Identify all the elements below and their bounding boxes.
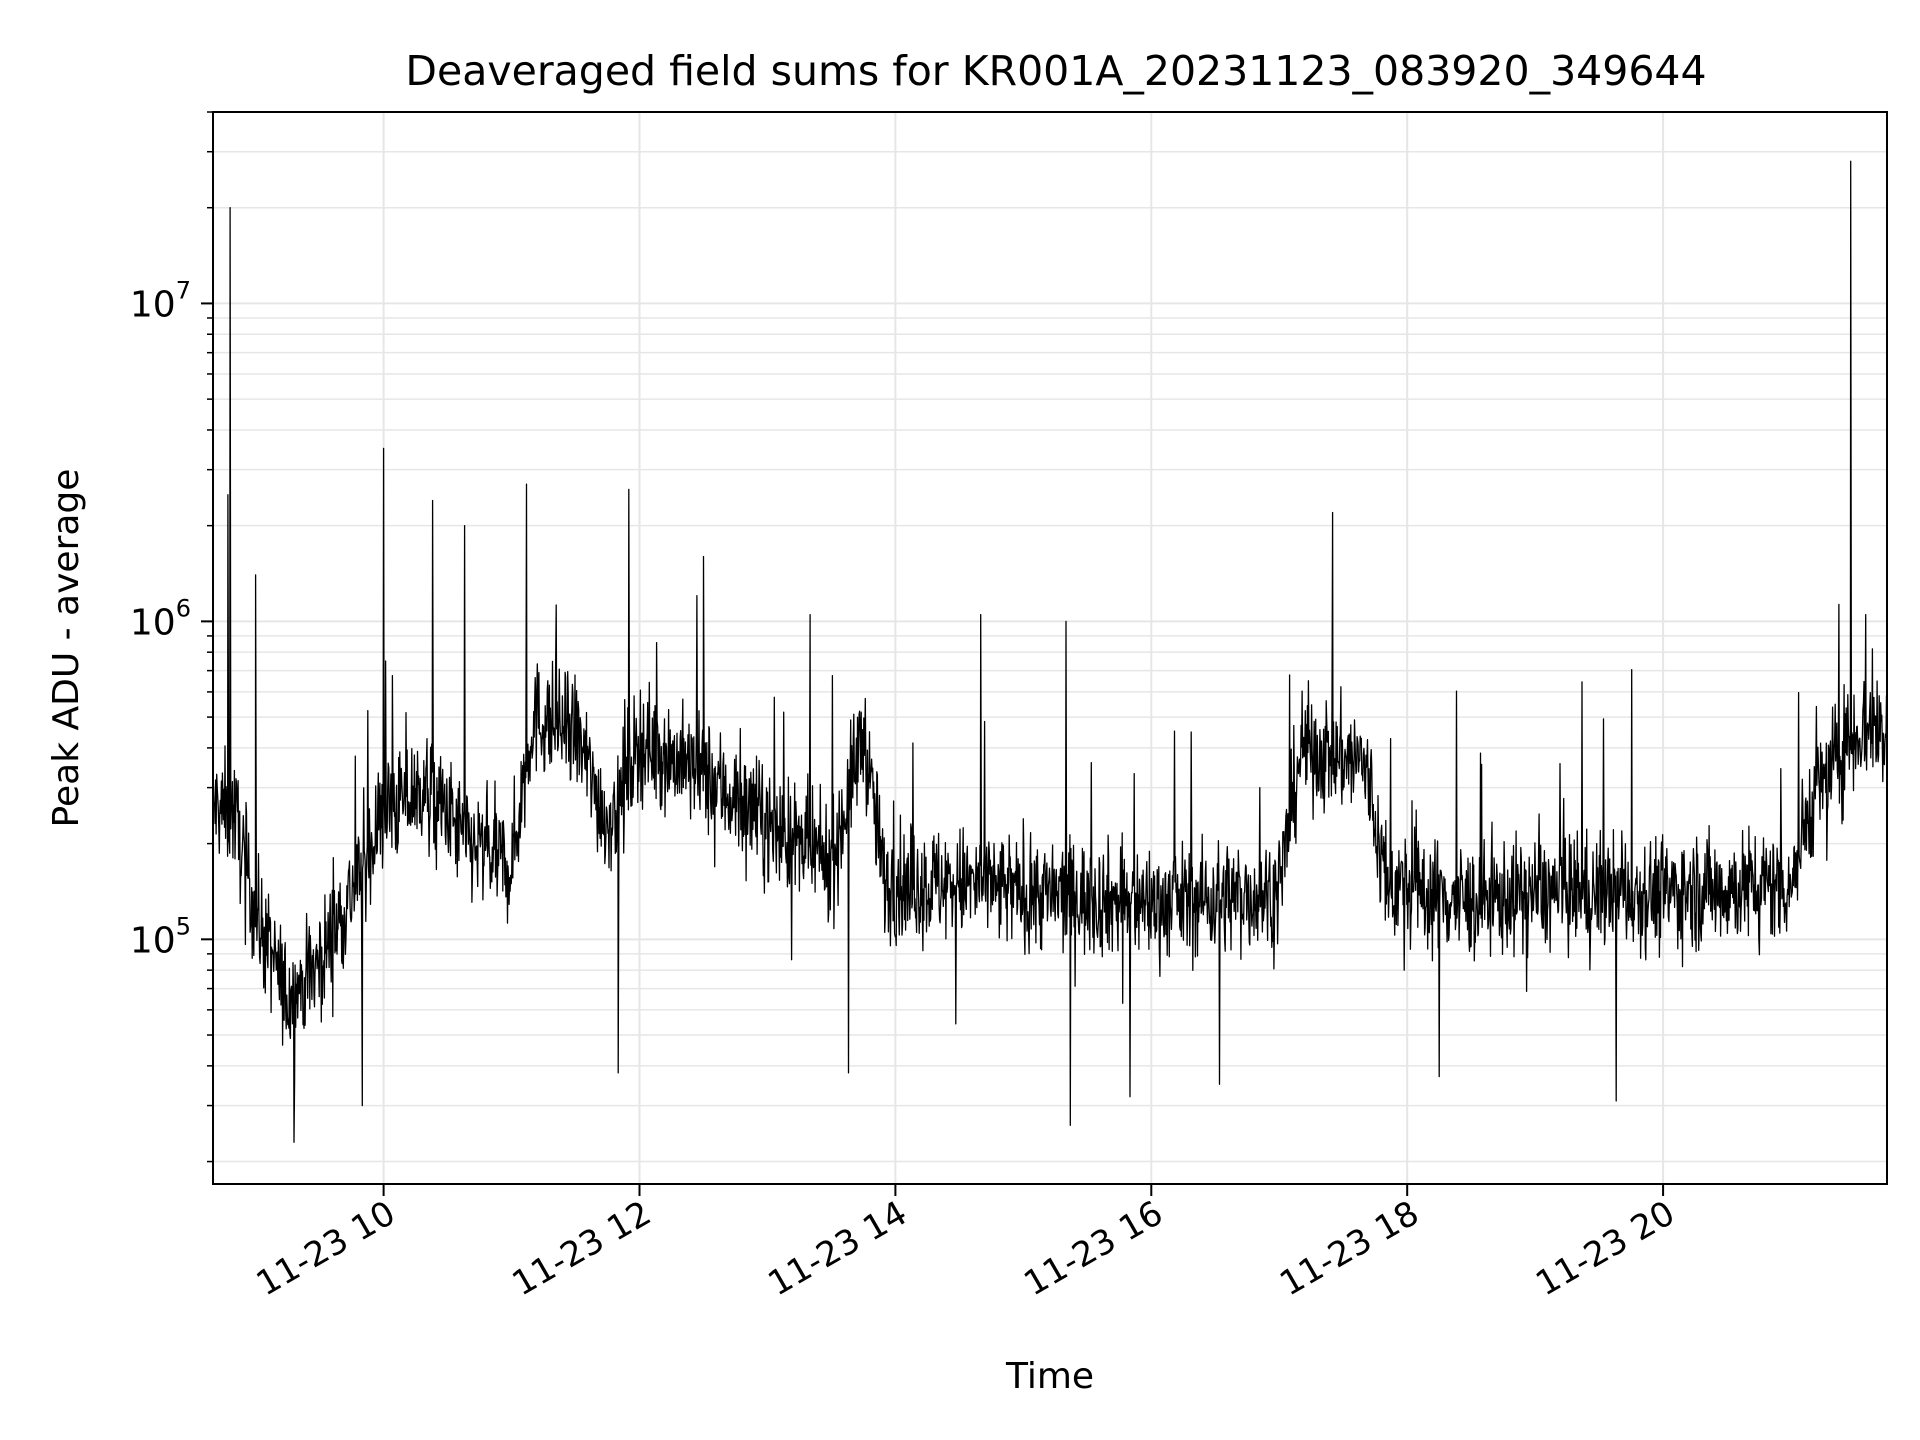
y-tick-label: 105 <box>130 912 191 961</box>
y-tick-label: 107 <box>130 276 191 325</box>
x-axis-label: Time <box>1005 1356 1094 1397</box>
plot-frame <box>212 111 1888 1185</box>
plot-area <box>212 160 1888 1143</box>
series-line <box>212 160 1888 1143</box>
chart-title: Deaveraged field sums for KR001A_2023112… <box>405 47 1706 95</box>
y-axis-label: Peak ADU - average <box>46 469 87 828</box>
grid <box>213 111 1887 1184</box>
y-tick-label: 106 <box>130 594 191 643</box>
y-axis: 105 106 107 <box>130 111 213 1163</box>
